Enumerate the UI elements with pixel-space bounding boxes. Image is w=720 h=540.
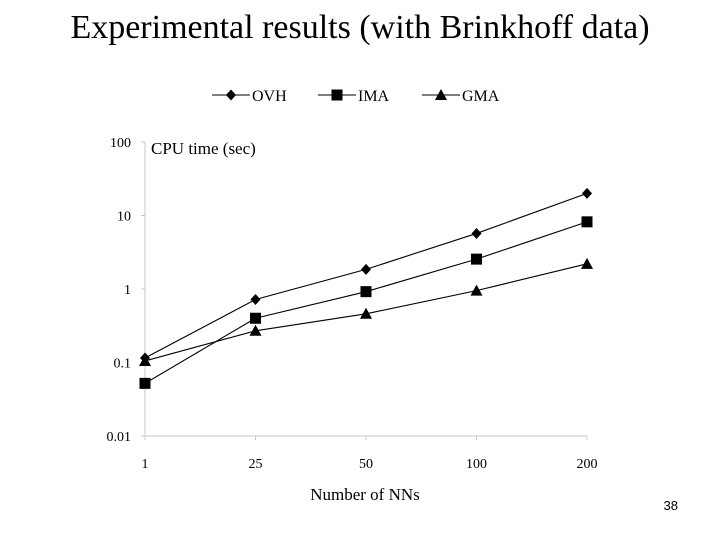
data-point	[250, 293, 261, 305]
x-tick-label: 25	[249, 457, 263, 472]
legend-label: IMA	[358, 88, 390, 105]
y-tick-label: 0.01	[107, 430, 132, 445]
y-tick-label: 10	[117, 210, 131, 225]
series-group	[139, 187, 593, 389]
y-tick-label: 0.1	[114, 357, 132, 372]
data-point	[139, 354, 151, 366]
y-axis-label: CPU time (sec)	[151, 139, 256, 158]
x-axis-label: Number of NNs	[310, 485, 420, 504]
x-tick-label: 1	[142, 457, 149, 472]
legend: OVH IMA GMA	[212, 88, 500, 105]
data-point	[471, 227, 482, 239]
legend-marker	[435, 89, 447, 100]
data-point	[361, 263, 371, 275]
x-tick-label: 100	[466, 457, 487, 472]
data-point	[360, 286, 372, 298]
data-point	[471, 253, 482, 265]
x-ticks: 1 25 50 100 200	[142, 436, 598, 472]
legend-item-ovh: OVH	[212, 88, 287, 105]
data-point	[250, 312, 261, 324]
series-ovh	[140, 187, 592, 364]
legend-item-ima: IMA	[318, 88, 390, 105]
legend-item-gma: GMA	[422, 88, 500, 105]
legend-label: OVH	[252, 88, 287, 105]
data-point	[470, 284, 483, 296]
data-point	[360, 307, 372, 319]
legend-marker	[331, 89, 343, 101]
data-point	[581, 257, 593, 269]
data-point	[581, 216, 593, 228]
x-tick-label: 50	[359, 457, 373, 472]
series-gma	[139, 257, 593, 366]
series-line	[144, 192, 588, 359]
page-number: 38	[663, 498, 678, 513]
legend-label: GMA	[462, 88, 500, 105]
slide-title: Experimental results (with Brinkhoff dat…	[70, 9, 650, 46]
data-point	[249, 324, 262, 336]
y-tick-label: 100	[110, 136, 131, 151]
data-point	[139, 377, 151, 389]
data-point	[582, 187, 592, 199]
y-tick-label: 1	[124, 283, 131, 298]
series-line	[144, 221, 588, 384]
y-ticks: 100 10 1 0.1 0.01	[107, 136, 145, 445]
legend-marker	[226, 89, 236, 101]
x-tick-label: 200	[577, 457, 598, 472]
series-ima	[139, 216, 593, 389]
